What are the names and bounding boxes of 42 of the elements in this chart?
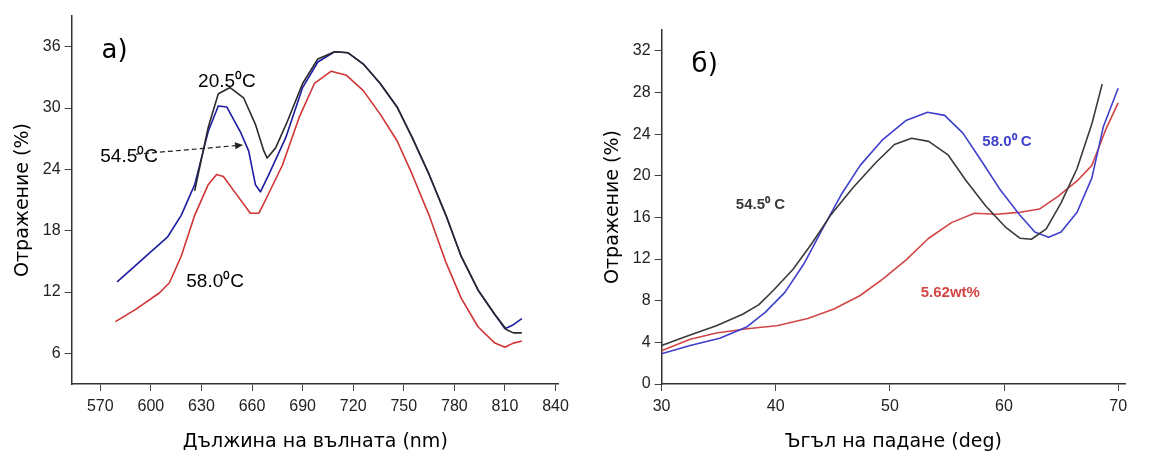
- y-tick-label: 20: [632, 166, 651, 184]
- y-tick-label: 4: [641, 332, 651, 350]
- x-tick-label: 70: [1109, 397, 1128, 415]
- text: 54.5⁰C: [100, 145, 158, 167]
- y-axis-title: Отражение (%): [600, 130, 623, 284]
- y-tick-label: 6: [51, 343, 61, 361]
- x-tick-label: 30: [652, 397, 671, 415]
- x-tick-label: 50: [880, 397, 899, 415]
- x-tick-label: 690: [289, 397, 317, 415]
- y-tick-label: 32: [632, 41, 651, 59]
- x-tick-label: 40: [766, 397, 785, 415]
- y-tick-label: 12: [632, 249, 651, 267]
- y-axis-title: Отражение (%): [10, 123, 33, 277]
- y-tick-label: 36: [42, 37, 61, 55]
- x-axis-title: Ъгъл на падане (deg): [784, 428, 1002, 451]
- y-tick-label: 12: [42, 282, 61, 300]
- x-tick-label: 780: [441, 397, 468, 415]
- text: a): [101, 33, 128, 64]
- x-tick-label: 600: [137, 397, 165, 415]
- series-label: 5.62wt%: [920, 282, 980, 300]
- y-tick-label: 24: [42, 159, 61, 177]
- x-axis-title: Дължина на вълната (nm): [182, 428, 448, 451]
- series-label: 58.0⁰C: [186, 270, 244, 292]
- series-label: 58.0⁰ C: [982, 131, 1032, 149]
- y-tick-label: 18: [42, 221, 61, 239]
- y-tick-label: 28: [632, 82, 651, 100]
- x-tick-label: 660: [238, 397, 266, 415]
- x-tick-label: 810: [491, 397, 519, 415]
- y-tick-label: 8: [641, 291, 651, 309]
- x-tick-label: 630: [188, 397, 215, 415]
- x-tick-label: 840: [542, 397, 569, 415]
- y-tick-label: 24: [632, 124, 651, 142]
- y-tick-label: 30: [42, 98, 61, 116]
- x-tick-label: 720: [339, 397, 367, 415]
- y-tick-label: 16: [632, 207, 651, 225]
- text: 54.5⁰ C: [735, 195, 786, 213]
- series-label: 20.5⁰C: [198, 69, 256, 91]
- x-tick-label: 570: [86, 397, 114, 415]
- x-tick-label: 60: [995, 397, 1014, 415]
- text: б): [691, 47, 718, 78]
- x-tick-label: 750: [390, 397, 418, 415]
- y-tick-label: 0: [641, 374, 651, 392]
